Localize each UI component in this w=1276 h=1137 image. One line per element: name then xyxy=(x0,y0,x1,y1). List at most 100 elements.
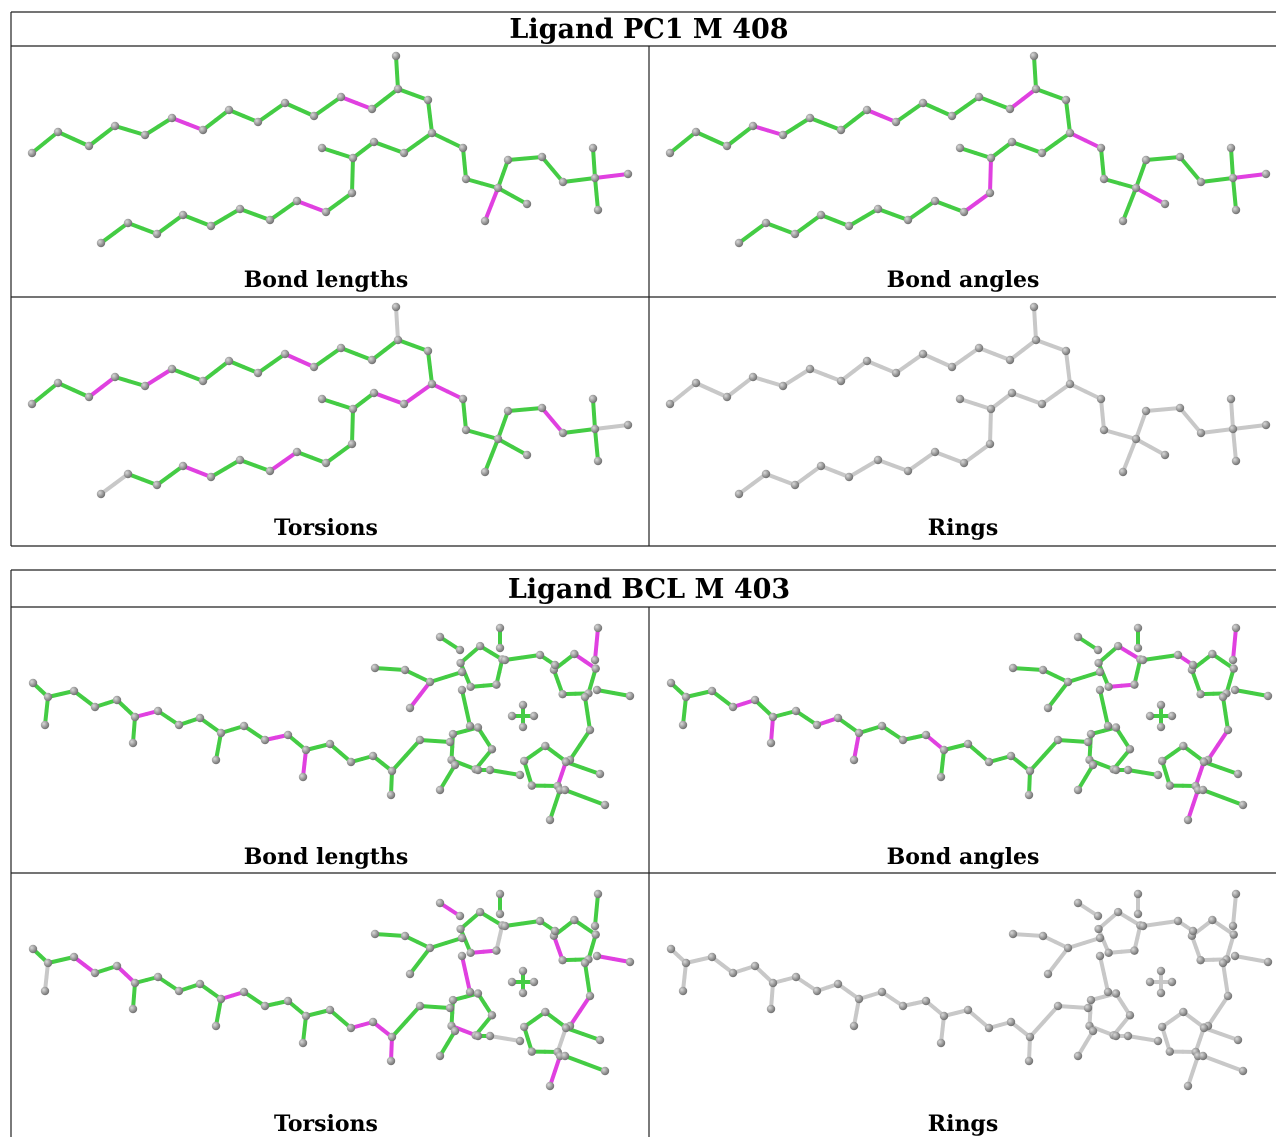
atom xyxy=(346,1023,356,1033)
atom xyxy=(110,121,120,131)
atom xyxy=(515,1036,525,1046)
atom xyxy=(405,703,415,713)
atom xyxy=(816,210,826,220)
atom xyxy=(1038,665,1048,675)
atom xyxy=(921,730,931,740)
atom xyxy=(665,148,675,158)
atom xyxy=(427,379,437,389)
atom xyxy=(465,987,475,997)
atom xyxy=(778,130,788,140)
atom xyxy=(681,958,691,968)
atom xyxy=(1024,1056,1034,1066)
atom xyxy=(140,381,150,391)
atom xyxy=(1025,766,1035,776)
atom xyxy=(678,986,688,996)
atom xyxy=(1153,770,1163,780)
atom xyxy=(283,996,293,1006)
atom xyxy=(1104,682,1113,692)
atom xyxy=(368,1017,378,1027)
atom xyxy=(43,692,53,702)
atom xyxy=(400,665,410,675)
atom xyxy=(519,756,529,766)
atom xyxy=(1138,655,1148,665)
atom xyxy=(522,199,532,209)
atom xyxy=(1029,51,1039,61)
atom xyxy=(585,725,595,735)
atom xyxy=(986,153,996,163)
atom xyxy=(862,105,872,115)
atom xyxy=(585,991,595,1001)
atom xyxy=(1125,745,1135,754)
atom xyxy=(367,104,377,114)
atom xyxy=(1196,177,1206,187)
atom xyxy=(43,958,53,968)
atom xyxy=(1133,643,1143,653)
atom xyxy=(1123,1031,1133,1041)
atom xyxy=(198,125,208,135)
atom xyxy=(445,737,455,747)
atom xyxy=(1261,169,1271,179)
atom xyxy=(325,739,335,749)
atom xyxy=(457,667,467,677)
atom xyxy=(974,343,984,353)
atom xyxy=(580,958,590,968)
atom xyxy=(235,455,245,465)
atom xyxy=(985,188,995,198)
atom xyxy=(873,455,883,465)
atom xyxy=(836,376,846,386)
atom xyxy=(369,137,379,147)
atom xyxy=(1199,757,1209,767)
atom xyxy=(110,372,120,382)
atom xyxy=(457,933,467,943)
atom xyxy=(368,751,378,761)
atom xyxy=(28,678,38,688)
atom xyxy=(1226,143,1236,153)
atom xyxy=(1196,955,1205,965)
atom xyxy=(625,691,635,701)
atom xyxy=(456,658,465,668)
caption: Bond angles xyxy=(887,844,1040,870)
atom xyxy=(1061,95,1071,105)
atom xyxy=(253,117,263,127)
atom xyxy=(152,229,162,239)
atom xyxy=(96,238,106,248)
atom xyxy=(260,1001,270,1011)
atom xyxy=(1094,658,1103,668)
atom xyxy=(321,207,331,217)
atom xyxy=(1229,930,1238,939)
atom xyxy=(891,368,901,378)
atom xyxy=(325,1005,335,1015)
atom xyxy=(1094,924,1103,934)
atom xyxy=(298,772,308,782)
caption: Bond lengths xyxy=(244,844,409,870)
atom xyxy=(918,349,928,359)
atom xyxy=(766,1004,776,1014)
atom xyxy=(535,916,545,926)
atom xyxy=(235,204,245,214)
atom xyxy=(561,757,571,767)
atom xyxy=(768,712,778,722)
atom xyxy=(1183,815,1193,825)
atom xyxy=(984,1023,994,1033)
atom xyxy=(1261,420,1271,430)
atom xyxy=(1095,685,1105,695)
atom xyxy=(495,643,505,653)
caption: Torsions xyxy=(274,515,378,541)
atom xyxy=(1083,1003,1093,1013)
atom xyxy=(405,969,415,979)
atom xyxy=(963,1005,973,1015)
atom xyxy=(1156,722,1166,732)
atom xyxy=(580,692,590,702)
atom xyxy=(862,356,872,366)
atom xyxy=(918,98,928,108)
atom xyxy=(936,1038,946,1048)
atom xyxy=(507,711,517,721)
atom xyxy=(593,623,603,633)
atom xyxy=(435,898,445,908)
atom xyxy=(1131,183,1141,193)
atom xyxy=(415,735,425,745)
atom xyxy=(1133,889,1143,899)
atom xyxy=(707,952,717,962)
atom xyxy=(522,450,532,460)
atom xyxy=(1165,1047,1175,1056)
